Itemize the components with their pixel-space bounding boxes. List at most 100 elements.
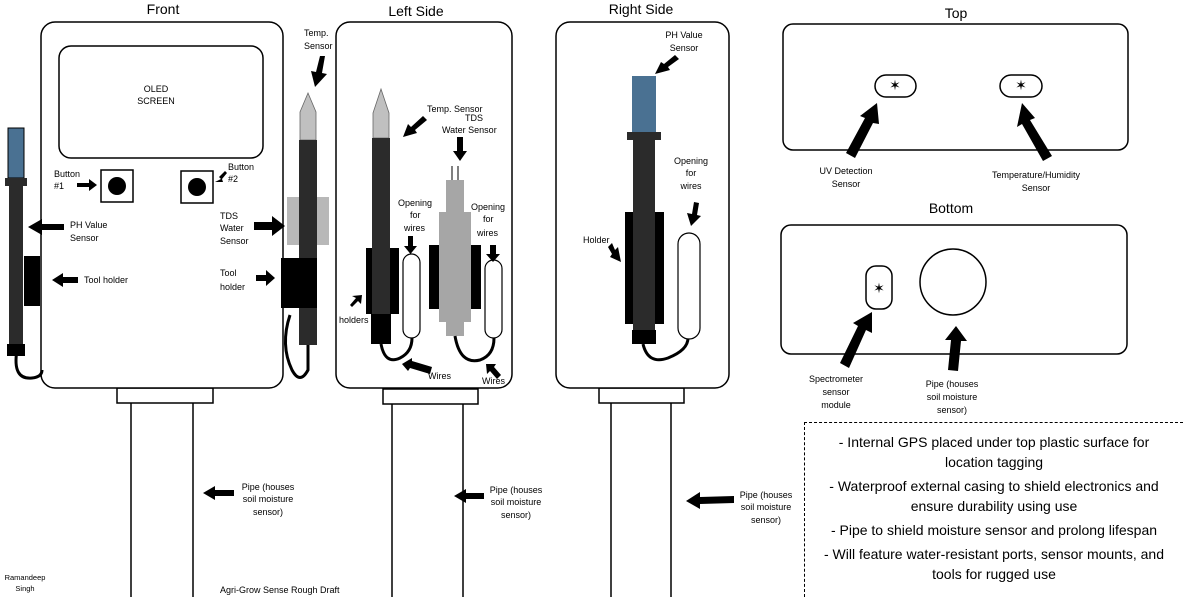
left-pipe-collar: [382, 388, 479, 405]
tds-neck: [446, 180, 464, 212]
spectrometer-sensor: [865, 265, 893, 310]
oled-label-2: SCREEN: [137, 96, 175, 106]
temp-humidity-star-icon: ✶: [1015, 77, 1027, 93]
right-opening: [677, 232, 701, 340]
left-temp-cap: [371, 314, 391, 344]
left-open2-label-3: wires: [476, 228, 499, 238]
left-temp-shaft: [372, 138, 390, 332]
uv-label-2: Sensor: [832, 179, 861, 189]
temp-humidity-arrow: [1017, 103, 1052, 161]
left-open1-label-3: wires: [403, 223, 426, 233]
top-view: Top ✶ ✶ UV Detection Sensor Temperature/…: [782, 5, 1129, 193]
front-ph-label-2: Sensor: [70, 233, 99, 243]
left-pipe-label-2: soil moisture: [491, 497, 542, 507]
front-ph-tip: [7, 127, 25, 179]
bottom-pipe-label-2: soil moisture: [927, 392, 978, 402]
front-temp-cable: [284, 314, 310, 379]
right-open-label-2: for: [686, 168, 697, 178]
button-1-knob: [108, 177, 126, 195]
front-temp-label-2: Sensor: [304, 41, 333, 51]
left-tds-label-2: Water Sensor: [442, 125, 497, 135]
right-view-title: Right Side: [609, 1, 674, 17]
left-temp-tip: [372, 87, 390, 139]
oled-screen: [58, 45, 264, 159]
right-pipe-collar: [598, 387, 685, 404]
right-open-arrow: [687, 202, 701, 226]
front-ph-cap: [7, 344, 25, 356]
left-opening-1: [402, 253, 421, 339]
front-pipe-label-3: sensor): [253, 507, 283, 517]
front-view: Front OLED SCREEN Button #1 Button #2 TD…: [5, 1, 333, 597]
left-temp-arrow: [403, 116, 427, 137]
right-side-view: Right Side PH Value Sensor Opening for w…: [555, 1, 793, 597]
button-2-label-1: Button: [228, 162, 254, 172]
button-2-arrow: [215, 171, 227, 182]
uv-label-1: UV Detection: [819, 166, 872, 176]
spectrometer-label-3: module: [821, 400, 851, 410]
front-ph-shaft: [9, 186, 23, 344]
left-temp-cable: [379, 337, 414, 362]
front-temp-arrow: [311, 56, 327, 87]
front-toolholder-left-arrow: [52, 273, 78, 287]
draft-caption: Agri-Grow Sense Rough Draft: [220, 585, 340, 595]
left-view-title: Left Side: [388, 3, 443, 19]
front-pipe-label-2: soil moisture: [243, 494, 294, 504]
note-ports: - Will feature water-resistant ports, se…: [823, 546, 1165, 582]
left-wires2-arrow: [486, 364, 501, 379]
tds-tail: [446, 322, 464, 336]
left-open2-label-1: Opening: [471, 202, 505, 212]
right-ph-cap: [632, 330, 656, 344]
front-ph-collar: [5, 178, 27, 186]
left-open1-label-1: Opening: [398, 198, 432, 208]
top-view-title: Top: [945, 5, 968, 21]
notes-box: - Internal GPS placed under top plastic …: [804, 422, 1183, 597]
right-open-label-3: wires: [679, 181, 702, 191]
author-label-2: Singh: [15, 584, 34, 593]
right-ph-arrow: [655, 55, 679, 74]
uv-sensor-star-icon: ✶: [889, 77, 901, 93]
right-ph-cable: [641, 337, 690, 362]
front-temp-tip: [299, 91, 317, 141]
left-tds-arrow: [453, 137, 467, 161]
notes-list: - Internal GPS placed under top plastic …: [805, 423, 1183, 584]
front-toolholder-label-1: Tool: [220, 268, 237, 278]
spectrometer-label-2: sensor: [822, 387, 849, 397]
note-gps: - Internal GPS placed under top plastic …: [838, 434, 1150, 470]
button-2-label-2: #2: [228, 174, 238, 184]
front-pipe-collar: [116, 387, 214, 404]
temp-humidity-sensor: [999, 74, 1043, 98]
button-1-label-1: Button: [54, 169, 80, 179]
bottom-pipe-opening: [919, 248, 987, 316]
left-pipe-arrow: [454, 489, 484, 503]
left-tds-label-1: TDS: [465, 113, 483, 123]
left-pipe-label-3: sensor): [501, 510, 531, 520]
uv-sensor: [874, 74, 917, 98]
button-2-knob: [188, 178, 206, 196]
front-left-holder: [24, 256, 40, 306]
left-pipe-label-1: Pipe (houses: [490, 485, 543, 495]
author-label-1: Ramandeep: [5, 573, 46, 582]
front-ph-cable: [14, 349, 44, 380]
left-tds-cable: [453, 335, 496, 363]
note-pipe: - Pipe to shield moisture sensor and pro…: [830, 522, 1158, 538]
tds-body: [439, 212, 471, 322]
bottom-pipe-label-1: Pipe (houses: [926, 379, 979, 389]
left-wires1-label: Wires: [428, 371, 451, 381]
left-holders-label: holders: [339, 315, 369, 325]
temp-humidity-label-1: Temperature/Humidity: [992, 170, 1081, 180]
front-ph-arrow: [28, 219, 64, 235]
right-ph-shaft: [633, 140, 655, 330]
right-holder-arrow: [608, 243, 621, 262]
right-holder-label: Holder: [583, 235, 610, 245]
right-open-label-1: Opening: [674, 156, 708, 166]
button-1-arrow: [77, 179, 97, 191]
right-ph-label-2: Sensor: [670, 43, 699, 53]
right-ph-tip: [632, 76, 656, 132]
spectrometer-label-1: Spectrometer: [809, 374, 863, 384]
right-ph-collar: [627, 132, 661, 140]
front-ph-label-1: PH Value: [70, 220, 107, 230]
left-open2-arrow: [486, 245, 500, 262]
left-open1-arrow: [404, 236, 417, 254]
